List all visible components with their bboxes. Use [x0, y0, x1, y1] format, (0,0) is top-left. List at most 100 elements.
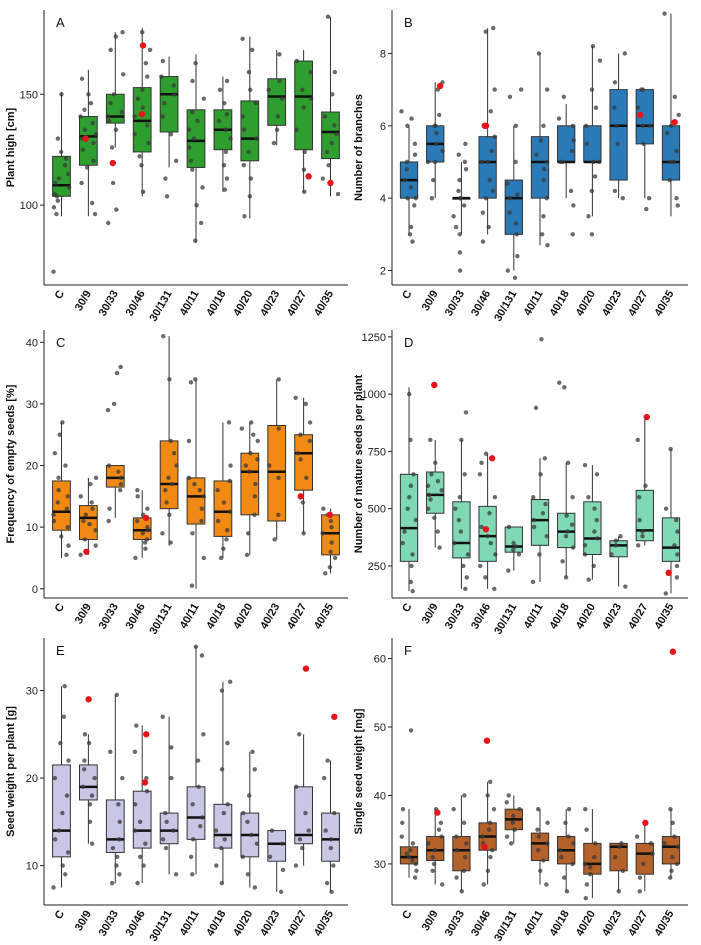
- box-30-131: [504, 793, 523, 846]
- data-point: [465, 552, 471, 557]
- data-point: [93, 528, 98, 533]
- box-40-35: [320, 506, 340, 576]
- data-point: [250, 749, 255, 755]
- data-point: [320, 531, 325, 536]
- data-point: [298, 432, 303, 437]
- x-tick-label: 40/27: [626, 602, 650, 632]
- box-30-33: [105, 364, 125, 524]
- data-point: [108, 100, 113, 106]
- data-point: [622, 51, 628, 56]
- box-iqr: [267, 78, 287, 126]
- data-point: [457, 268, 463, 273]
- box-iqr: [661, 517, 681, 562]
- panel-a: A Plant high [cm] 100 150 C 30/9 30/33 30/46 30/…: [5, 10, 348, 324]
- box-40-27: [293, 395, 313, 536]
- data-point: [140, 87, 145, 93]
- data-point: [492, 134, 498, 139]
- data-point: [408, 579, 414, 585]
- data-point: [143, 841, 148, 846]
- x-tick-label: 30/9: [420, 289, 441, 314]
- data-point: [222, 837, 227, 842]
- highlight-point: [139, 42, 147, 49]
- box-iqr: [530, 499, 550, 546]
- box-40-35: [661, 648, 681, 880]
- data-point: [221, 500, 227, 505]
- data-point: [274, 127, 280, 132]
- data-point: [456, 188, 461, 194]
- data-point: [517, 806, 522, 812]
- data-point: [329, 524, 334, 530]
- y-tick-label: 40: [26, 337, 38, 349]
- data-point: [479, 524, 484, 530]
- data-point: [116, 469, 121, 474]
- data-point: [117, 837, 122, 842]
- box-40-20: [240, 749, 260, 890]
- data-point: [511, 540, 516, 546]
- data-point: [225, 802, 230, 807]
- data-point: [505, 268, 511, 273]
- y-tick-label: 30: [26, 399, 38, 411]
- data-point: [162, 100, 167, 106]
- data-point: [462, 854, 468, 860]
- data-point: [536, 834, 542, 839]
- data-point: [66, 543, 71, 548]
- data-point: [54, 211, 59, 217]
- data-point: [612, 188, 618, 194]
- data-point: [453, 506, 458, 511]
- highlight-point: [302, 665, 310, 672]
- x-tick-label: 40/35: [312, 909, 336, 939]
- data-point: [637, 889, 642, 894]
- data-point: [412, 203, 417, 208]
- data-point: [477, 472, 483, 477]
- box-iqr: [213, 803, 233, 849]
- box-iqr: [267, 830, 287, 862]
- data-point: [326, 163, 331, 168]
- data-point: [51, 518, 57, 524]
- box-C: [51, 683, 71, 890]
- data-point: [454, 834, 459, 839]
- data-point: [166, 475, 171, 481]
- data-point: [507, 195, 513, 201]
- data-point: [566, 834, 571, 839]
- data-point: [459, 437, 464, 443]
- data-point: [64, 552, 69, 558]
- data-point: [668, 446, 673, 452]
- box-30-33: [451, 793, 471, 894]
- data-point: [198, 824, 203, 829]
- data-point: [615, 141, 620, 147]
- data-point: [531, 517, 537, 523]
- data-point: [432, 159, 438, 165]
- data-point: [538, 868, 543, 873]
- x-tick-label: 30/33: [97, 909, 121, 939]
- box-iqr: [504, 179, 523, 235]
- data-point: [65, 524, 70, 530]
- data-point: [248, 451, 253, 456]
- data-point: [93, 131, 99, 137]
- highlight-point: [434, 809, 441, 816]
- data-point: [582, 462, 588, 468]
- data-point: [160, 114, 166, 119]
- box-iqr: [635, 842, 654, 875]
- box-40-35: [661, 11, 681, 217]
- data-point: [219, 845, 224, 851]
- data-point: [646, 195, 652, 201]
- x-tick-label: C: [53, 908, 67, 921]
- data-point: [246, 793, 252, 798]
- x-tick-label: 40/23: [258, 602, 282, 632]
- data-point: [515, 192, 520, 197]
- data-point: [662, 11, 667, 16]
- data-point: [491, 806, 497, 812]
- box-40-23: [609, 841, 628, 894]
- data-point: [451, 806, 456, 812]
- data-point: [560, 159, 565, 165]
- data-point: [135, 487, 140, 493]
- data-point: [63, 872, 68, 877]
- data-point: [110, 845, 116, 851]
- data-point: [62, 163, 68, 168]
- x-tick-label: C: [53, 601, 67, 614]
- data-point: [278, 889, 284, 895]
- box-30-33: [105, 692, 125, 886]
- data-point: [400, 540, 405, 546]
